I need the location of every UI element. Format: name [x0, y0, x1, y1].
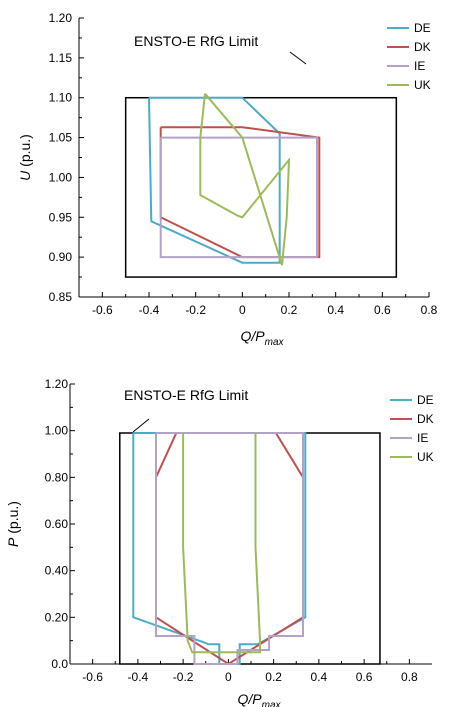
y-tick-label: 0.0 — [51, 657, 68, 671]
series-dk-line — [159, 126, 321, 259]
y-axis-label: P (p.u.) — [5, 501, 21, 547]
y-tick-label: 0.85 — [49, 290, 73, 304]
y-tick-label: 0.90 — [49, 250, 73, 264]
y-tick-label: 0.60 — [45, 517, 69, 531]
y-axis-label: U (p.u.) — [17, 134, 33, 181]
x-tick-label: -0.2 — [173, 670, 194, 684]
series-uk-line — [182, 433, 261, 654]
x-tick-label: 0 — [225, 670, 232, 684]
legend-label-de: DE — [417, 393, 434, 407]
chart-1: 0.85 0.90 0.95 1.00 1.05 1.10 1.15 1.20 -0.6 -0.4… — [17, 11, 438, 348]
x-tick-label: 0.4 — [311, 670, 328, 684]
rfg-leader-line — [289, 51, 307, 65]
x-tick-label: 0.6 — [356, 670, 373, 684]
x-tick-label: -0.6 — [92, 303, 113, 317]
series-ie-line — [159, 136, 318, 259]
x-tick-label: -0.6 — [82, 670, 103, 684]
y-tick-label: 0.95 — [49, 210, 73, 224]
rfg-limit-rect — [119, 432, 381, 665]
series-uk-line — [199, 93, 291, 266]
y-tick-label: 0.20 — [45, 610, 69, 624]
y-tick-label: 1.05 — [49, 131, 73, 145]
y-tick-label: 1.00 — [49, 170, 73, 184]
rfg-limit-rect — [124, 96, 398, 278]
y-tick-label: 1.20 — [49, 11, 73, 25]
x-tick-label: 0.8 — [401, 670, 418, 684]
x-tick-label: -0.2 — [185, 303, 206, 317]
x-tick-label: 0.8 — [421, 303, 438, 317]
legend-label-uk: UK — [417, 450, 434, 464]
legend-label-uk: UK — [414, 78, 431, 92]
y-tick-label: 1.15 — [49, 51, 73, 65]
rfg-limit-label: ENSTO-E RfG Limit — [134, 33, 258, 49]
chart-2: 0.00.200.400.600.801.001.20-0.6 -0.4 -0.2 0… — [5, 377, 434, 707]
x-tick-label: 0 — [239, 303, 246, 317]
legend-label-ie: IE — [417, 431, 428, 445]
y-tick-label: 1.20 — [45, 377, 69, 391]
y-tick-label: 0.80 — [45, 470, 69, 484]
x-tick-label: -0.4 — [128, 670, 149, 684]
legend-label-dk: DK — [417, 412, 434, 426]
x-tick-label: 0.2 — [281, 303, 298, 317]
legend-label-ie: IE — [414, 59, 425, 73]
x-tick-label: 0.2 — [265, 670, 282, 684]
x-axis-label: Q/Pmax — [237, 691, 281, 707]
x-tick-label: 0.4 — [327, 303, 344, 317]
rfg-limit-label: ENSTO-E RfG Limit — [124, 387, 248, 403]
x-tick-label: -0.4 — [139, 303, 160, 317]
y-tick-label: 0.40 — [45, 564, 69, 578]
y-tick-label: 1.10 — [49, 91, 73, 105]
series-ie-line — [155, 432, 304, 665]
y-tick-label: 1.00 — [45, 424, 69, 438]
x-axis-label: Q/Pmax — [240, 328, 284, 348]
x-tick-label: 0.6 — [374, 303, 391, 317]
series-de-line — [148, 96, 281, 264]
legend-label-dk: DK — [414, 40, 431, 54]
series-de-line — [132, 432, 307, 665]
legend-label-de: DE — [414, 21, 431, 35]
series-dk-line — [155, 432, 304, 666]
rfg-leader-line — [132, 418, 150, 433]
